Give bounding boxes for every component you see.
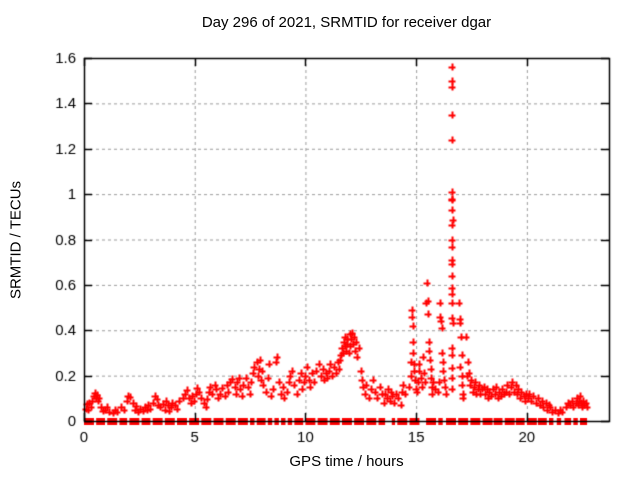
gnuplot-figure: Day 296 of 2021, SRMTID for receiver dga… (0, 0, 640, 480)
scatter-plot-canvas (0, 0, 640, 480)
